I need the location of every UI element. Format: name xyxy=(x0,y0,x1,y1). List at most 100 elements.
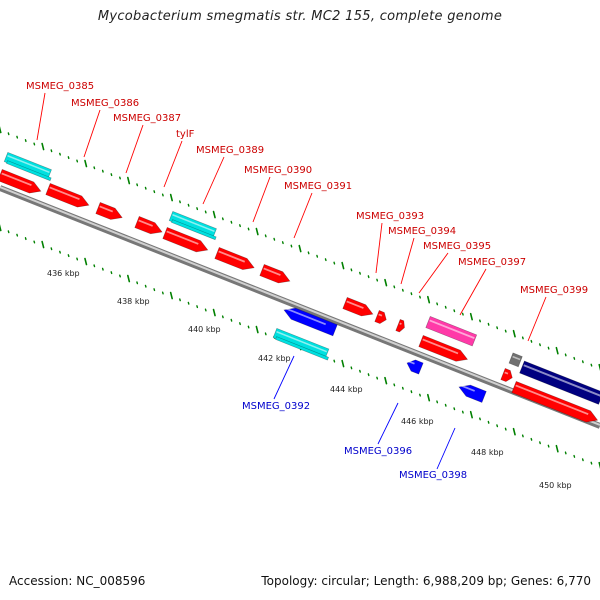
major-tick xyxy=(212,210,216,219)
major-tick xyxy=(427,295,431,304)
major-tick xyxy=(341,359,345,368)
major-tick xyxy=(41,142,45,151)
cds-forward-arrow xyxy=(374,310,387,324)
major-tick xyxy=(41,240,45,249)
cds-reverse-arrow-highlight xyxy=(460,384,475,392)
cds-reverse-arrow xyxy=(458,384,487,403)
forward-tick-ruler xyxy=(0,126,600,371)
leader-line xyxy=(377,402,399,445)
cds-forward-arrow-highlight xyxy=(138,219,153,227)
gene-label: MSMEG_0390 xyxy=(244,165,312,176)
leader-line xyxy=(375,222,383,274)
cds-forward-arrow-highlight xyxy=(422,338,459,355)
leader-line xyxy=(418,252,449,294)
gene-label: MSMEG_0397 xyxy=(458,257,526,268)
leader-line xyxy=(293,192,313,239)
gene-label: MSMEG_0395 xyxy=(423,241,491,252)
kbp-label: 448 kbp xyxy=(471,448,504,457)
gene-label: MSMEG_0396 xyxy=(344,446,412,457)
major-tick xyxy=(341,261,345,270)
cds-forward-arrow-highlight xyxy=(504,371,509,375)
gene-label: MSMEG_0398 xyxy=(399,470,467,481)
major-tick xyxy=(555,346,559,355)
major-tick xyxy=(127,176,131,185)
leader-line xyxy=(400,237,415,285)
kbp-label: 450 kbp xyxy=(539,481,572,490)
major-tick xyxy=(384,278,388,287)
leader-line xyxy=(202,156,225,205)
leader-line xyxy=(436,427,456,470)
kbp-label: 436 kbp xyxy=(47,269,80,278)
kbp-label: 442 kbp xyxy=(258,354,291,363)
gene-feature-cyan-stripe xyxy=(6,160,52,182)
label-leader-lines xyxy=(36,92,547,470)
major-tick xyxy=(469,312,473,321)
leader-line xyxy=(36,92,46,141)
gene-feature-cyan-highlight xyxy=(276,331,328,353)
major-tick xyxy=(555,444,559,453)
cds-forward-arrow-highlight xyxy=(49,186,80,201)
leader-line xyxy=(252,176,271,223)
cds-forward-arrow xyxy=(500,368,513,382)
cds-forward-arrow xyxy=(395,319,405,333)
cds-reverse-arrow-highlight xyxy=(408,360,415,365)
backbone-line xyxy=(0,185,600,429)
leader-line xyxy=(527,296,547,342)
major-tick xyxy=(427,393,431,402)
gene-label: MSMEG_0394 xyxy=(388,226,456,237)
kbp-label: 440 kbp xyxy=(188,325,221,334)
major-tick xyxy=(169,291,173,300)
gene-label: MSMEG_0389 xyxy=(196,145,264,156)
major-tick xyxy=(127,274,131,283)
cds-forward-arrow-highlight xyxy=(166,230,199,245)
cds-reverse-arrow xyxy=(406,359,424,375)
kbp-labels: 436 kbp 438 kbp 440 kbp 442 kbp 444 kbp … xyxy=(47,269,572,490)
major-tick xyxy=(298,244,302,253)
cds-forward-arrow-highlight xyxy=(263,267,281,276)
major-tick xyxy=(0,224,2,232)
gene-label: MSMEG_0386 xyxy=(71,98,139,109)
gene-feature-cyan-highlight xyxy=(7,155,50,174)
cds-forward-arrow-highlight xyxy=(399,322,402,325)
gene-feature-navy-highlight xyxy=(523,364,600,397)
cds-forward-arrow-highlight xyxy=(1,172,32,187)
gene-feature-gray-highlight xyxy=(512,355,521,361)
cds-forward-arrow-highlight xyxy=(99,205,114,213)
major-tick xyxy=(512,427,516,436)
major-tick xyxy=(512,329,516,338)
leader-line xyxy=(273,355,295,400)
leader-line xyxy=(163,140,183,188)
gene-feature-cyan-stripe xyxy=(171,219,217,241)
major-tick xyxy=(0,126,2,134)
major-tick xyxy=(84,257,88,266)
kbp-label: 444 kbp xyxy=(330,385,363,394)
gene-features xyxy=(0,152,600,423)
leader-line xyxy=(459,268,487,316)
cds-forward-arrow-highlight xyxy=(218,250,246,263)
gene-label: MSMEG_0391 xyxy=(284,181,352,192)
cds-reverse-arrow xyxy=(283,307,338,337)
cds-reverse-arrow-highlight xyxy=(285,307,327,326)
gene-label: MSMEG_0385 xyxy=(26,81,94,92)
major-tick xyxy=(212,308,216,317)
major-tick xyxy=(255,227,259,236)
genome-summary-text: Topology: circular; Length: 6,988,209 bp… xyxy=(261,574,591,588)
gene-feature-cyan-stripe xyxy=(275,336,329,361)
major-tick xyxy=(169,193,173,202)
gene-label: MSMEG_0393 xyxy=(356,211,424,222)
cds-forward-arrow-highlight xyxy=(515,384,589,416)
reverse-gene-labels: MSMEG_0392 MSMEG_0396 MSMEG_0398 xyxy=(242,401,467,481)
major-tick xyxy=(469,410,473,419)
major-tick xyxy=(384,376,388,385)
leader-line xyxy=(83,109,101,158)
map-title: Mycobacterium smegmatis str. MC2 155, co… xyxy=(97,9,503,24)
leader-line xyxy=(125,124,144,174)
gene-label: MSMEG_0399 xyxy=(520,285,588,296)
major-tick xyxy=(84,159,88,168)
gene-feature-cyan-highlight xyxy=(172,214,215,233)
gene-label: MSMEG_0387 xyxy=(113,113,181,124)
cds-forward-arrow-highlight xyxy=(378,313,383,317)
gene-feature-gray xyxy=(508,352,523,368)
cds-forward-arrow-highlight xyxy=(346,300,364,309)
major-tick xyxy=(255,325,259,334)
